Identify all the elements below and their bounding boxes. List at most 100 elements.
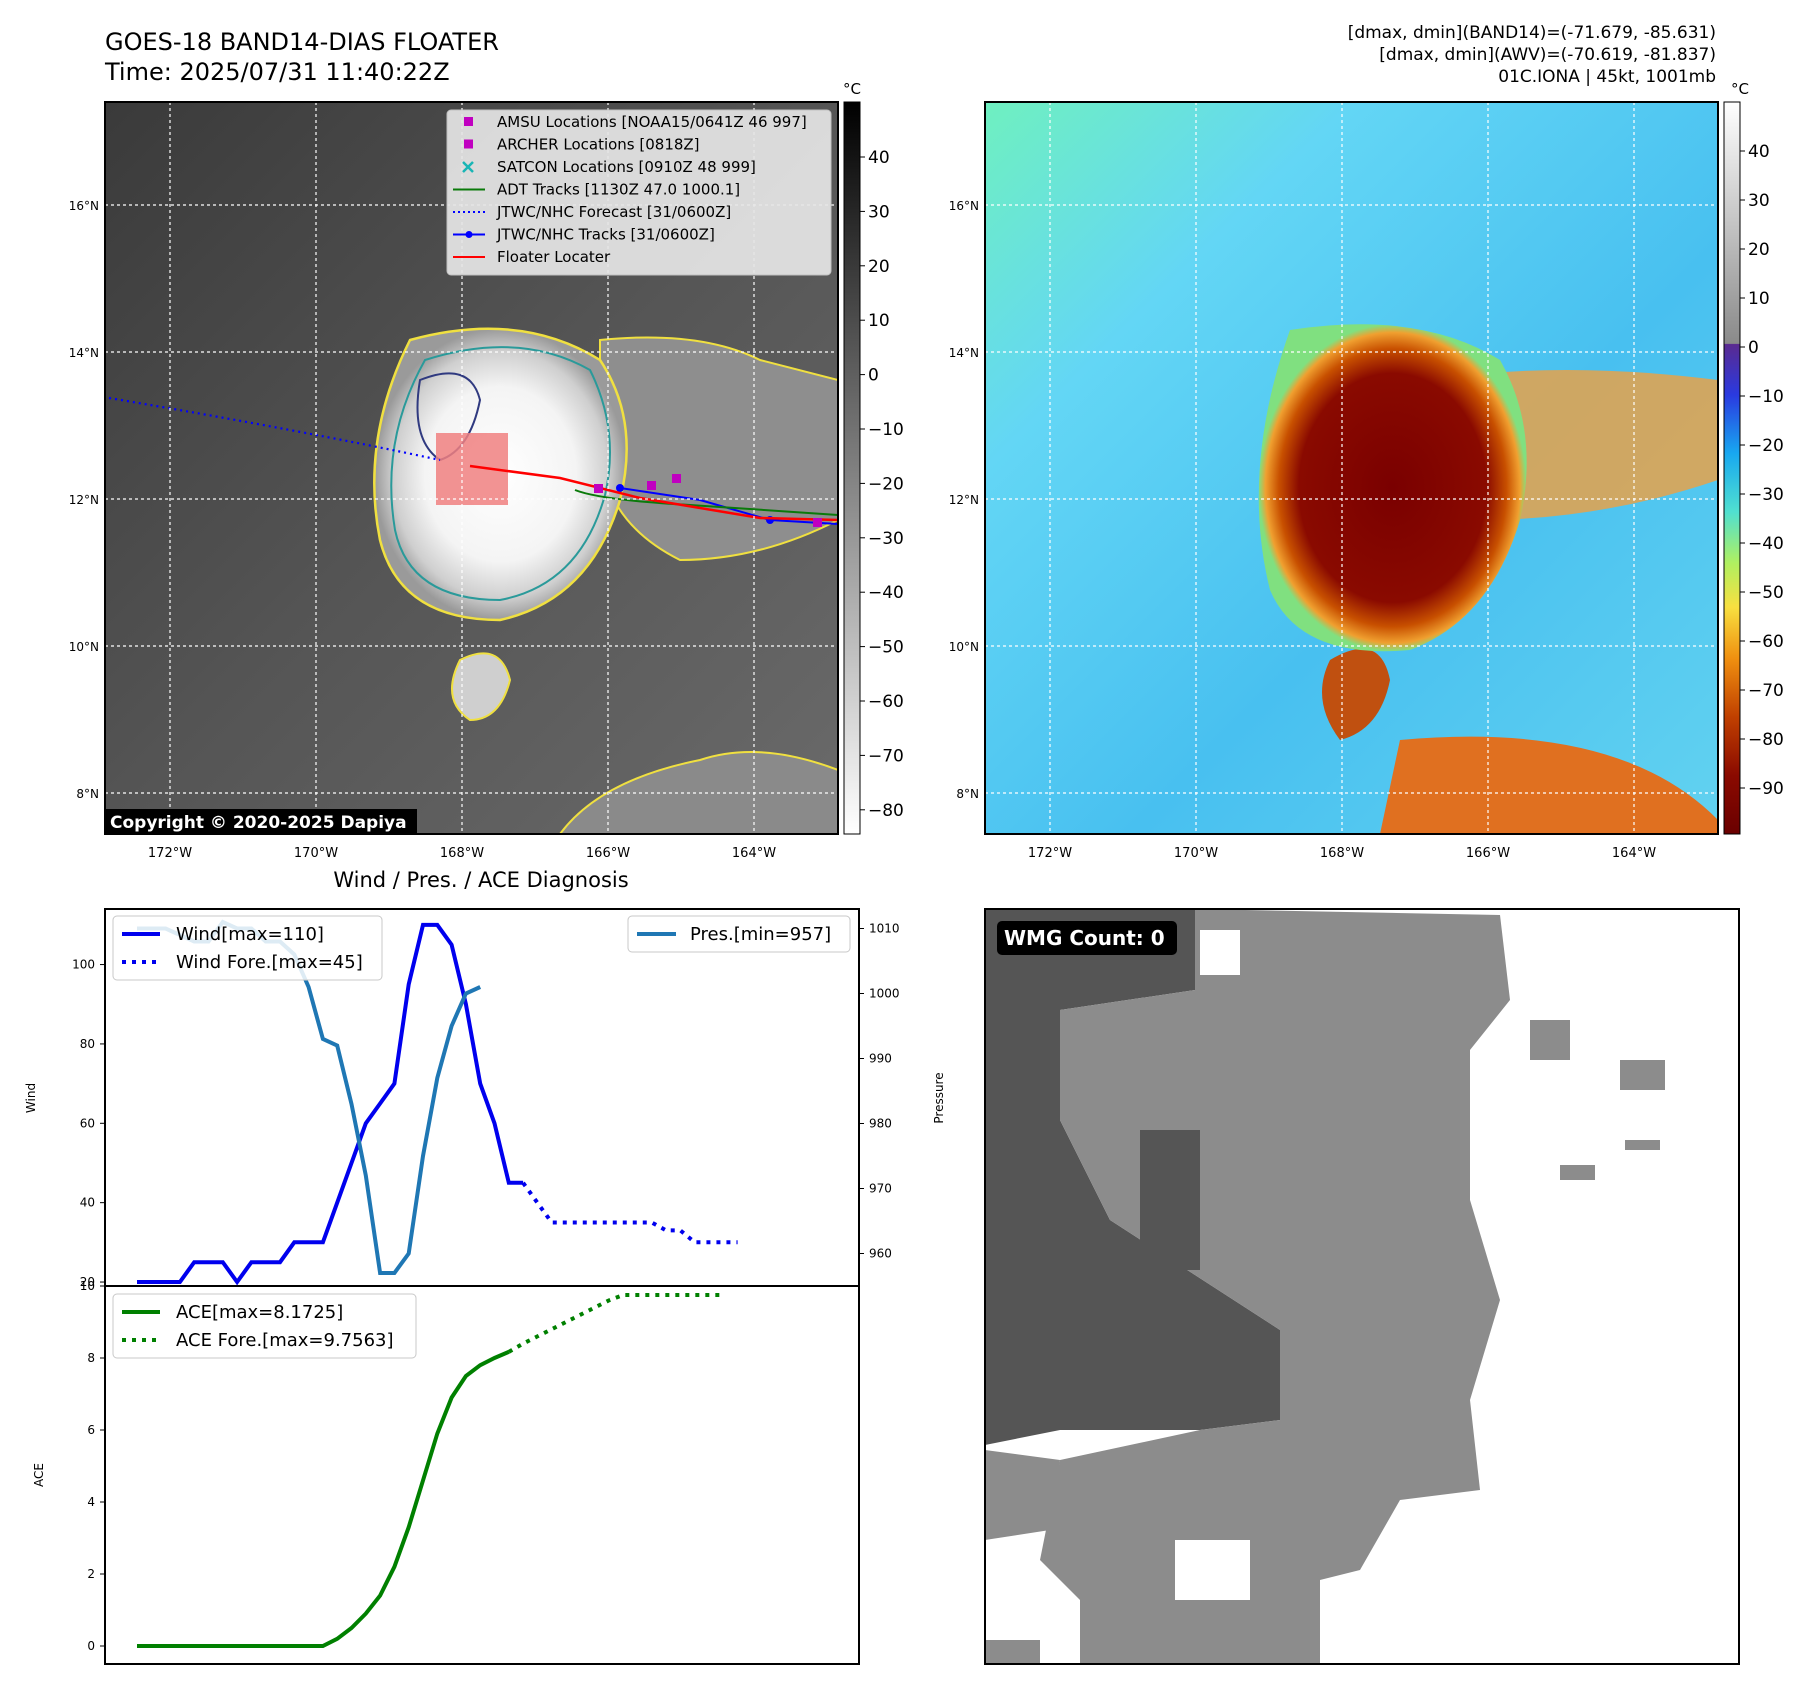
y-tick-label: 4 bbox=[87, 1495, 95, 1509]
wmg-panel bbox=[985, 909, 1739, 1664]
y-right-tick-label: 960 bbox=[869, 1247, 892, 1261]
y-tick-label: 60 bbox=[80, 1116, 95, 1130]
ir-colorbar-tick: −20 bbox=[868, 474, 904, 494]
awv-colorbar-tick: 40 bbox=[1748, 142, 1770, 162]
legend-item: ARCHER Locations [0818Z] bbox=[464, 136, 700, 154]
lon-tick-label: 170°W bbox=[294, 846, 338, 861]
y-right-tick-label: 990 bbox=[869, 1052, 892, 1066]
awv-colorbar-tick: 30 bbox=[1748, 191, 1770, 211]
legend-label: JTWC/NHC Forecast [31/0600Z] bbox=[496, 203, 731, 221]
y-tick-label: 20 bbox=[80, 1275, 95, 1289]
awv-colorbar: °C 40 30 20 10 0 −10 −20 −30 −40 −50 −60 −70 −80 −90 bbox=[1723, 80, 1784, 835]
ir-lat-labels: 16°N 14°N 12°N 10°N 8°N bbox=[69, 199, 99, 801]
lat-tick-label: 12°N bbox=[69, 493, 99, 507]
legend-label: Floater Locater bbox=[497, 248, 611, 266]
lon-tick-label: 168°W bbox=[440, 846, 484, 861]
pressure-ylabel: Pressure bbox=[932, 1072, 946, 1123]
awv-lon-labels: 172°W 170°W 168°W 166°W 164°W bbox=[1028, 846, 1656, 861]
awv-colorbar-tick: −60 bbox=[1748, 632, 1784, 652]
awv-gridlines bbox=[985, 102, 1718, 834]
pressure-legend: Pres.[min=957] bbox=[627, 915, 851, 953]
lat-tick-label: 16°N bbox=[69, 199, 99, 213]
legend-item: JTWC/NHC Forecast [31/0600Z] bbox=[453, 203, 731, 221]
series-line-1 bbox=[507, 1293, 724, 1354]
legend-label: ADT Tracks [1130Z 47.0 1000.1] bbox=[497, 181, 740, 199]
wind-ylabel: Wind bbox=[24, 1083, 38, 1113]
awv-colorbar-tick: −10 bbox=[1748, 387, 1784, 407]
awv-colorbar-tick: 20 bbox=[1748, 240, 1770, 260]
awv-colorbar-tick: −70 bbox=[1748, 681, 1784, 701]
awv-colorbar-unit: °C bbox=[1731, 80, 1749, 98]
y-tick-label: 40 bbox=[80, 1196, 95, 1210]
legend-dot bbox=[465, 231, 473, 238]
lat-tick-label: 14°N bbox=[949, 346, 979, 360]
y-right-tick-label: 1000 bbox=[869, 987, 900, 1001]
ace-chart: 0 2 4 6 8 10 ACE[max=8.1725] ACE Fore.[max=9.75… bbox=[80, 1279, 724, 1653]
legend-label: SATCON Locations [0910Z 48 999] bbox=[497, 158, 756, 176]
ir-colorbar-tick: 40 bbox=[868, 148, 890, 168]
ir-colorbar-tick: 30 bbox=[868, 202, 890, 222]
lon-tick-label: 172°W bbox=[148, 846, 192, 861]
y-right-tick-label: 970 bbox=[869, 1182, 892, 1196]
lat-tick-label: 8°N bbox=[956, 787, 979, 801]
y-tick-label: 10 bbox=[80, 1279, 95, 1293]
legend-item: AMSU Locations [NOAA15/0641Z 46 997] bbox=[464, 113, 807, 131]
legend-x-marker bbox=[462, 161, 474, 173]
wind-legend: Wind[max=110] Wind Fore.[max=45] bbox=[112, 915, 383, 981]
ir-colorbar-tick: −80 bbox=[868, 801, 904, 821]
y-tick-label: 100 bbox=[72, 958, 95, 972]
ir-colorbar-tick: −30 bbox=[868, 529, 904, 549]
legend-square-marker bbox=[464, 139, 473, 149]
y-tick-label: 8 bbox=[87, 1351, 95, 1365]
ir-colorbar-tick: 0 bbox=[868, 366, 879, 386]
ir-colorbar-tick: 20 bbox=[868, 257, 890, 277]
ir-colorbar-tick: 10 bbox=[868, 311, 890, 331]
ir-colorbar-tick: −60 bbox=[868, 692, 904, 712]
legend-label: ACE Fore.[max=9.7563] bbox=[176, 1330, 394, 1351]
lat-tick-label: 14°N bbox=[69, 346, 99, 360]
awv-colorbar-tick: −20 bbox=[1748, 436, 1784, 456]
dmax-band14: [dmax, dmin](BAND14)=(-71.679, -85.631) bbox=[1348, 23, 1716, 43]
lon-tick-label: 164°W bbox=[1612, 846, 1656, 861]
awv-colorbar-tick: −50 bbox=[1748, 583, 1784, 603]
diagnosis-title: Wind / Pres. / ACE Diagnosis bbox=[333, 868, 628, 892]
awv-colorbar-tick: −30 bbox=[1748, 485, 1784, 505]
lon-tick-label: 172°W bbox=[1028, 846, 1072, 861]
legend-item: ADT Tracks [1130Z 47.0 1000.1] bbox=[453, 181, 740, 199]
wind-pressure-chart: 20 40 60 80 100 960 970 980 990 1000 1010 Wind[max=… bbox=[72, 915, 900, 1289]
awv-colorbar-tick: 10 bbox=[1748, 289, 1770, 309]
awv-colorbar-tick: −80 bbox=[1748, 730, 1784, 750]
ace-legend: ACE[max=8.1725] ACE Fore.[max=9.7563] bbox=[112, 1293, 417, 1359]
ir-colorbar: °C 40 30 20 10 0 −10 −20 −30 −40 −50 −60 −70 −80 bbox=[843, 80, 904, 835]
series-line-0 bbox=[137, 922, 524, 1286]
ir-colorbar-tick: −40 bbox=[868, 583, 904, 603]
ir-colorbar-tick: −70 bbox=[868, 746, 904, 766]
lon-tick-label: 166°W bbox=[1466, 846, 1510, 861]
wmg-count-label: WMG Count: 0 bbox=[1004, 926, 1165, 950]
awv-colorbar-tick: 0 bbox=[1748, 338, 1759, 358]
legend-label: Wind Fore.[max=45] bbox=[176, 952, 363, 973]
y-tick-label: 2 bbox=[87, 1567, 95, 1581]
legend-label: ACE[max=8.1725] bbox=[176, 1302, 343, 1323]
awv-lat-labels: 16°N 14°N 12°N 10°N 8°N bbox=[949, 199, 979, 801]
ir-colorbar-tick: −10 bbox=[868, 420, 904, 440]
legend-label: Wind[max=110] bbox=[176, 924, 324, 945]
ir-colorbar-tick: −50 bbox=[868, 638, 904, 658]
legend-label: Pres.[min=957] bbox=[690, 924, 831, 945]
lon-tick-label: 164°W bbox=[732, 846, 776, 861]
lat-tick-label: 10°N bbox=[949, 640, 979, 654]
figure-time: Time: 2025/07/31 11:40:22Z bbox=[104, 58, 450, 86]
y-tick-label: 80 bbox=[80, 1037, 95, 1051]
y-tick-label: 6 bbox=[87, 1423, 95, 1437]
y-right-tick-label: 1010 bbox=[869, 922, 900, 936]
dmax-awv: [dmax, dmin](AWV)=(-70.619, -81.837) bbox=[1379, 45, 1716, 65]
legend-item: SATCON Locations [0910Z 48 999] bbox=[462, 158, 756, 176]
lon-tick-label: 166°W bbox=[586, 846, 630, 861]
legend-label: AMSU Locations [NOAA15/0641Z 46 997] bbox=[497, 113, 807, 131]
storm-info: 01C.IONA | 45kt, 1001mb bbox=[1498, 67, 1716, 87]
awv-colorbar-tick: −90 bbox=[1748, 779, 1784, 799]
legend-label: ARCHER Locations [0818Z] bbox=[497, 136, 700, 154]
lon-tick-label: 168°W bbox=[1320, 846, 1364, 861]
legend-label: JTWC/NHC Tracks [31/0600Z] bbox=[496, 226, 715, 244]
